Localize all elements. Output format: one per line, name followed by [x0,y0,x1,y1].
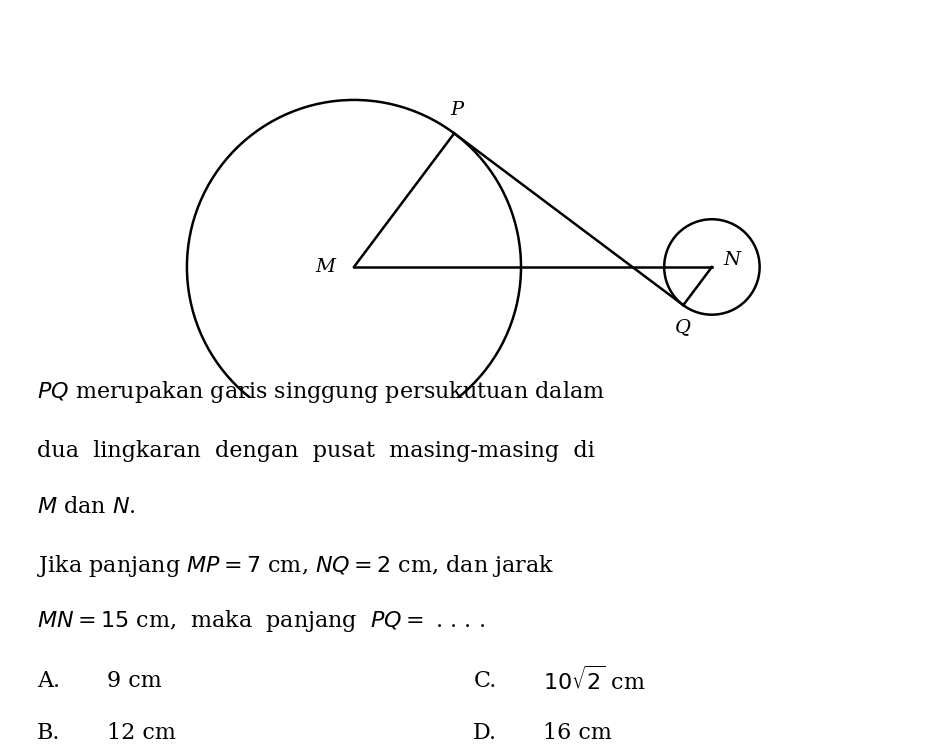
Text: $10\sqrt{2}$ cm: $10\sqrt{2}$ cm [542,666,645,695]
Text: Jika panjang $MP=7$ cm, $NQ=2$ cm, dan jarak: Jika panjang $MP=7$ cm, $NQ=2$ cm, dan j… [37,553,553,579]
Text: $MN = 15$ cm,  maka  panjang  $PQ =$ . . . .: $MN = 15$ cm, maka panjang $PQ =$ . . . … [37,609,485,634]
Text: 16 cm: 16 cm [542,722,611,744]
Text: $PQ$ merupakan garis singgung persukutuan dalam: $PQ$ merupakan garis singgung persukutua… [37,379,604,405]
Text: 9 cm: 9 cm [107,670,161,692]
Text: D.: D. [473,722,497,744]
Text: P: P [450,101,463,119]
Text: A.: A. [37,670,60,692]
Text: M: M [314,258,335,276]
Text: N: N [723,251,740,269]
Text: 12 cm: 12 cm [107,722,175,744]
Text: C.: C. [473,670,496,692]
Text: B.: B. [37,722,60,744]
Text: Q: Q [675,318,691,336]
Text: $M$ dan $N$.: $M$ dan $N$. [37,496,135,518]
Text: dua  lingkaran  dengan  pusat  masing-masing  di: dua lingkaran dengan pusat masing-masing… [37,440,594,462]
